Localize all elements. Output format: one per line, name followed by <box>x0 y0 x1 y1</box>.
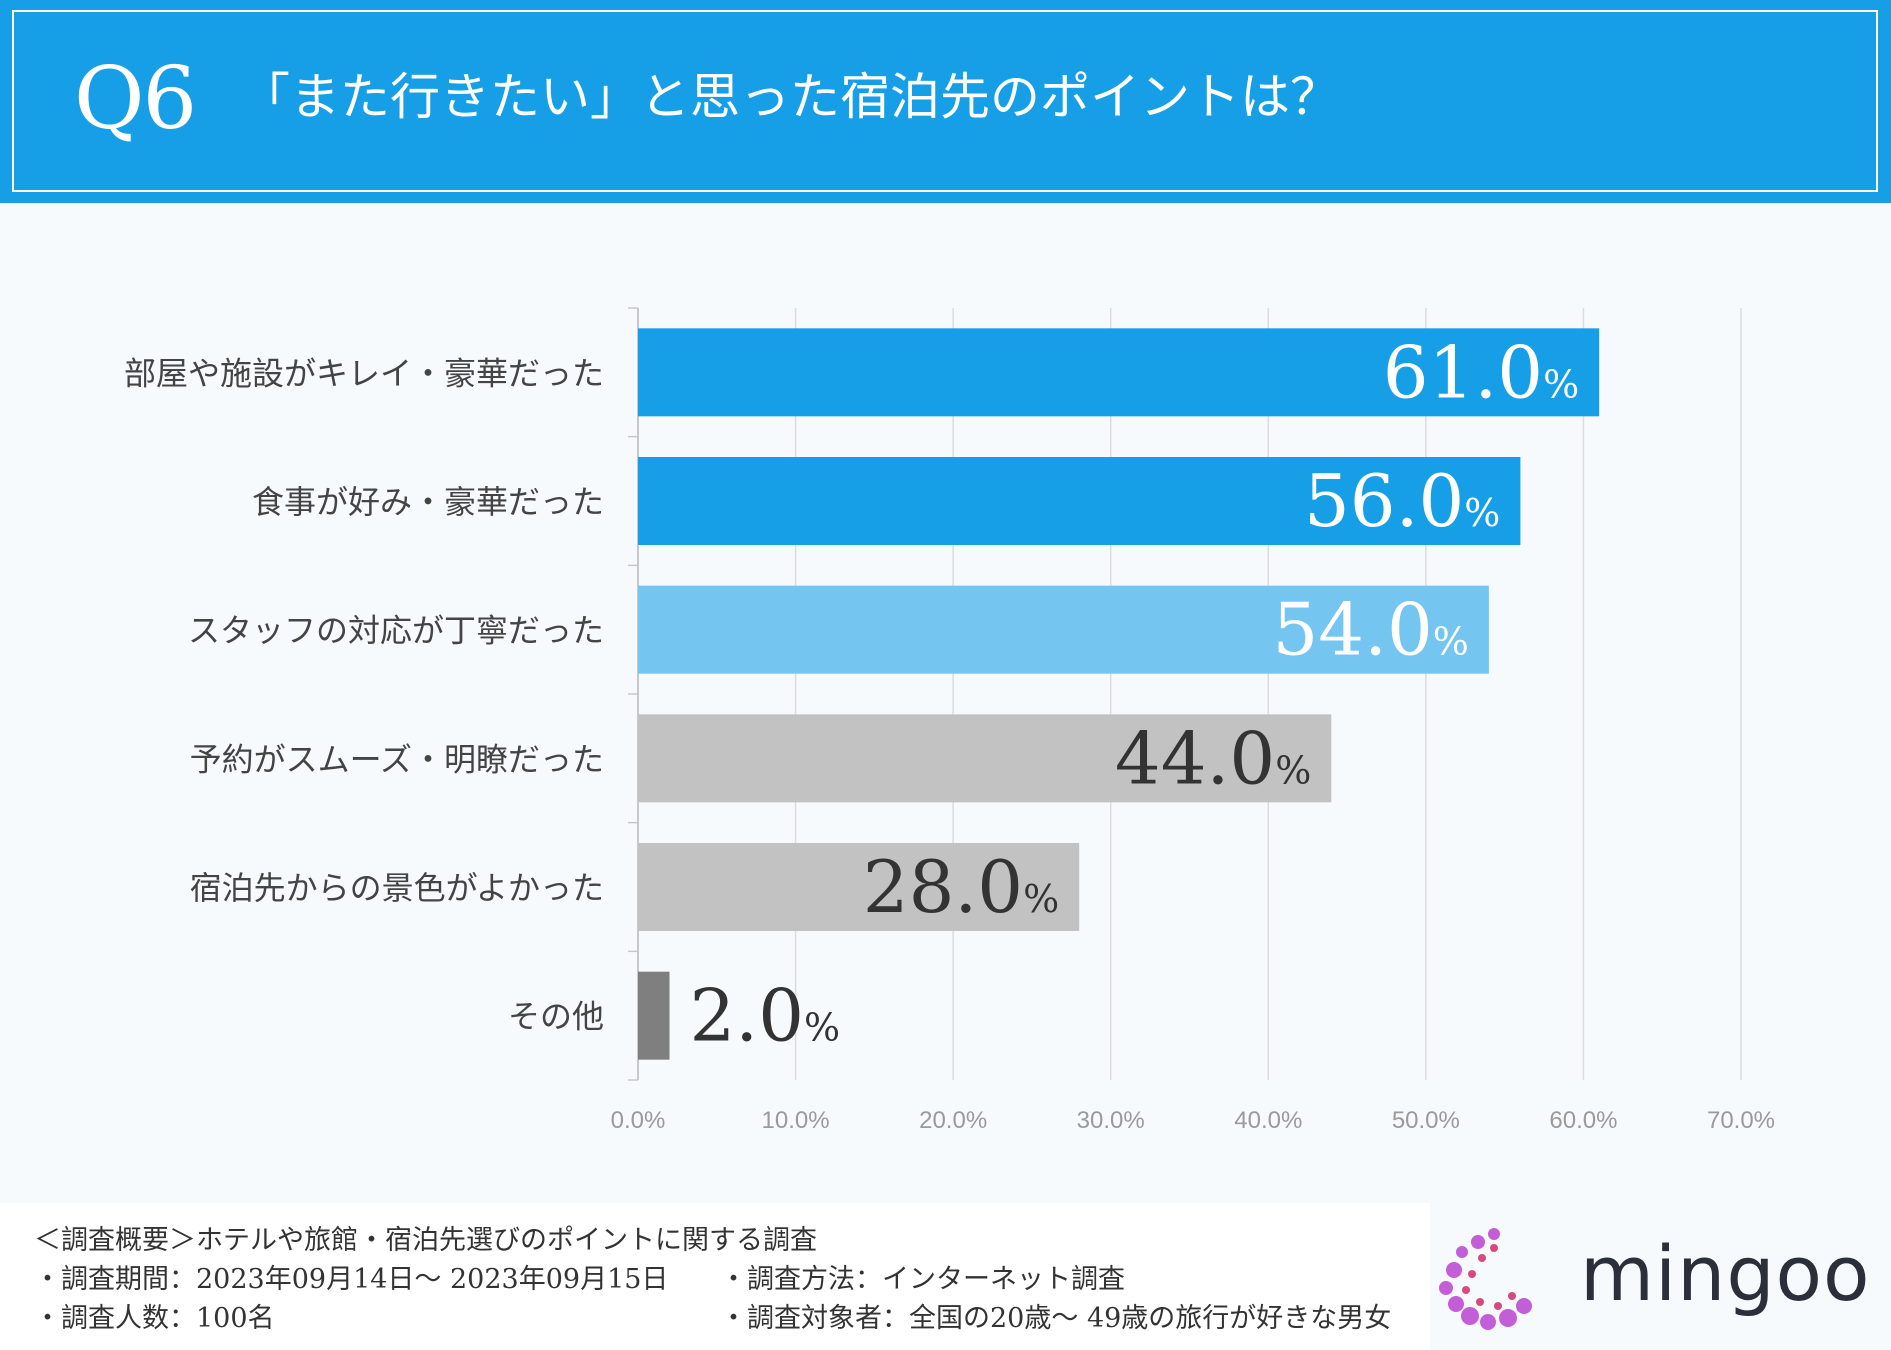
logo-dot <box>1508 1292 1516 1300</box>
logo-dot <box>1478 1254 1486 1262</box>
header-frame <box>12 10 1878 192</box>
x-tick-label: 60.0% <box>1549 1107 1617 1134</box>
survey-summary: ＜調査概要＞ホテルや旅館・宿泊先選びのポイントに関する調査 <box>34 1225 817 1256</box>
logo-dot <box>1439 1281 1453 1295</box>
x-tick-label: 40.0% <box>1234 1107 1302 1134</box>
x-tick-label: 30.0% <box>1077 1107 1145 1134</box>
mingoo-logo-icon <box>1439 1228 1532 1330</box>
category-label: 部屋や施設がキレイ・豪華だった <box>124 354 604 392</box>
x-tick-label: 70.0% <box>1707 1107 1775 1134</box>
logo-dot <box>1476 1298 1484 1306</box>
bar <box>638 714 1332 803</box>
x-tick-label: 50.0% <box>1392 1107 1460 1134</box>
footer-survey-info: ＜調査概要＞ホテルや旅館・宿泊先選びのポイントに関する調査 ・調査期間：2023… <box>0 1203 1430 1350</box>
bar <box>638 457 1521 545</box>
category-label: その他 <box>508 998 604 1036</box>
category-label: 食事が好み・豪華だった <box>252 483 604 521</box>
survey-period: ・調査期間：2023年09月14日〜 2023年09月15日 <box>34 1264 669 1295</box>
x-tick-label: 10.0% <box>762 1107 830 1134</box>
logo-dot <box>1471 1235 1485 1249</box>
logo-dot <box>1462 1286 1470 1294</box>
logo-dot <box>1499 1309 1517 1327</box>
category-label: スタッフの対応が丁寧だった <box>188 612 604 650</box>
logo-dot <box>1516 1298 1532 1314</box>
logo-dot <box>1461 1307 1479 1325</box>
logo-dot <box>1490 1244 1498 1252</box>
bar <box>638 843 1080 931</box>
bar <box>638 585 1489 674</box>
question-number: Q6 <box>74 49 197 149</box>
logo-dot <box>1446 1262 1462 1278</box>
x-tick-label: 20.0% <box>919 1107 987 1134</box>
bar <box>638 971 670 1060</box>
x-tick-label: 0.0% <box>611 1107 666 1134</box>
question-title: 「また行きたい」と思った宿泊先のポイントは？ <box>240 68 1340 126</box>
bar <box>638 328 1600 417</box>
logo-dot <box>1456 1246 1468 1258</box>
header-banner: Q6 「また行きたい」と思った宿泊先のポイントは？ <box>0 0 1891 203</box>
logo-dot <box>1488 1228 1500 1240</box>
bar-value-label: 2.0% <box>690 974 841 1058</box>
bar-value-label: 28.0% <box>863 845 1059 929</box>
mingoo-logo-text: mingoo <box>1580 1229 1871 1318</box>
bar-chart: 0.0% 10.0% 20.0% 30.0% 40.0% 50.0% 60.0% 70.0% 部… <box>124 307 1775 1134</box>
logo-dot <box>1494 1302 1502 1310</box>
logo-dot <box>1448 1296 1464 1312</box>
logo-dot <box>1468 1270 1476 1278</box>
category-label: 宿泊先からの景色がよかった <box>190 869 604 907</box>
survey-count: ・調査人数：100名 <box>34 1303 275 1334</box>
bar-value-label: 56.0% <box>1304 459 1500 543</box>
bar-value-label: 44.0% <box>1115 716 1311 800</box>
bar-value-label: 54.0% <box>1272 588 1468 672</box>
logo-dot <box>1480 1314 1496 1330</box>
survey-method: ・調査方法：インターネット調査 <box>720 1264 1125 1295</box>
survey-target: ・調査対象者：全国の20歳〜 49歳の旅行が好きな男女 <box>720 1303 1392 1334</box>
category-label: 予約がスムーズ・明瞭だった <box>190 740 604 778</box>
bar-value-label: 61.0% <box>1383 330 1579 414</box>
